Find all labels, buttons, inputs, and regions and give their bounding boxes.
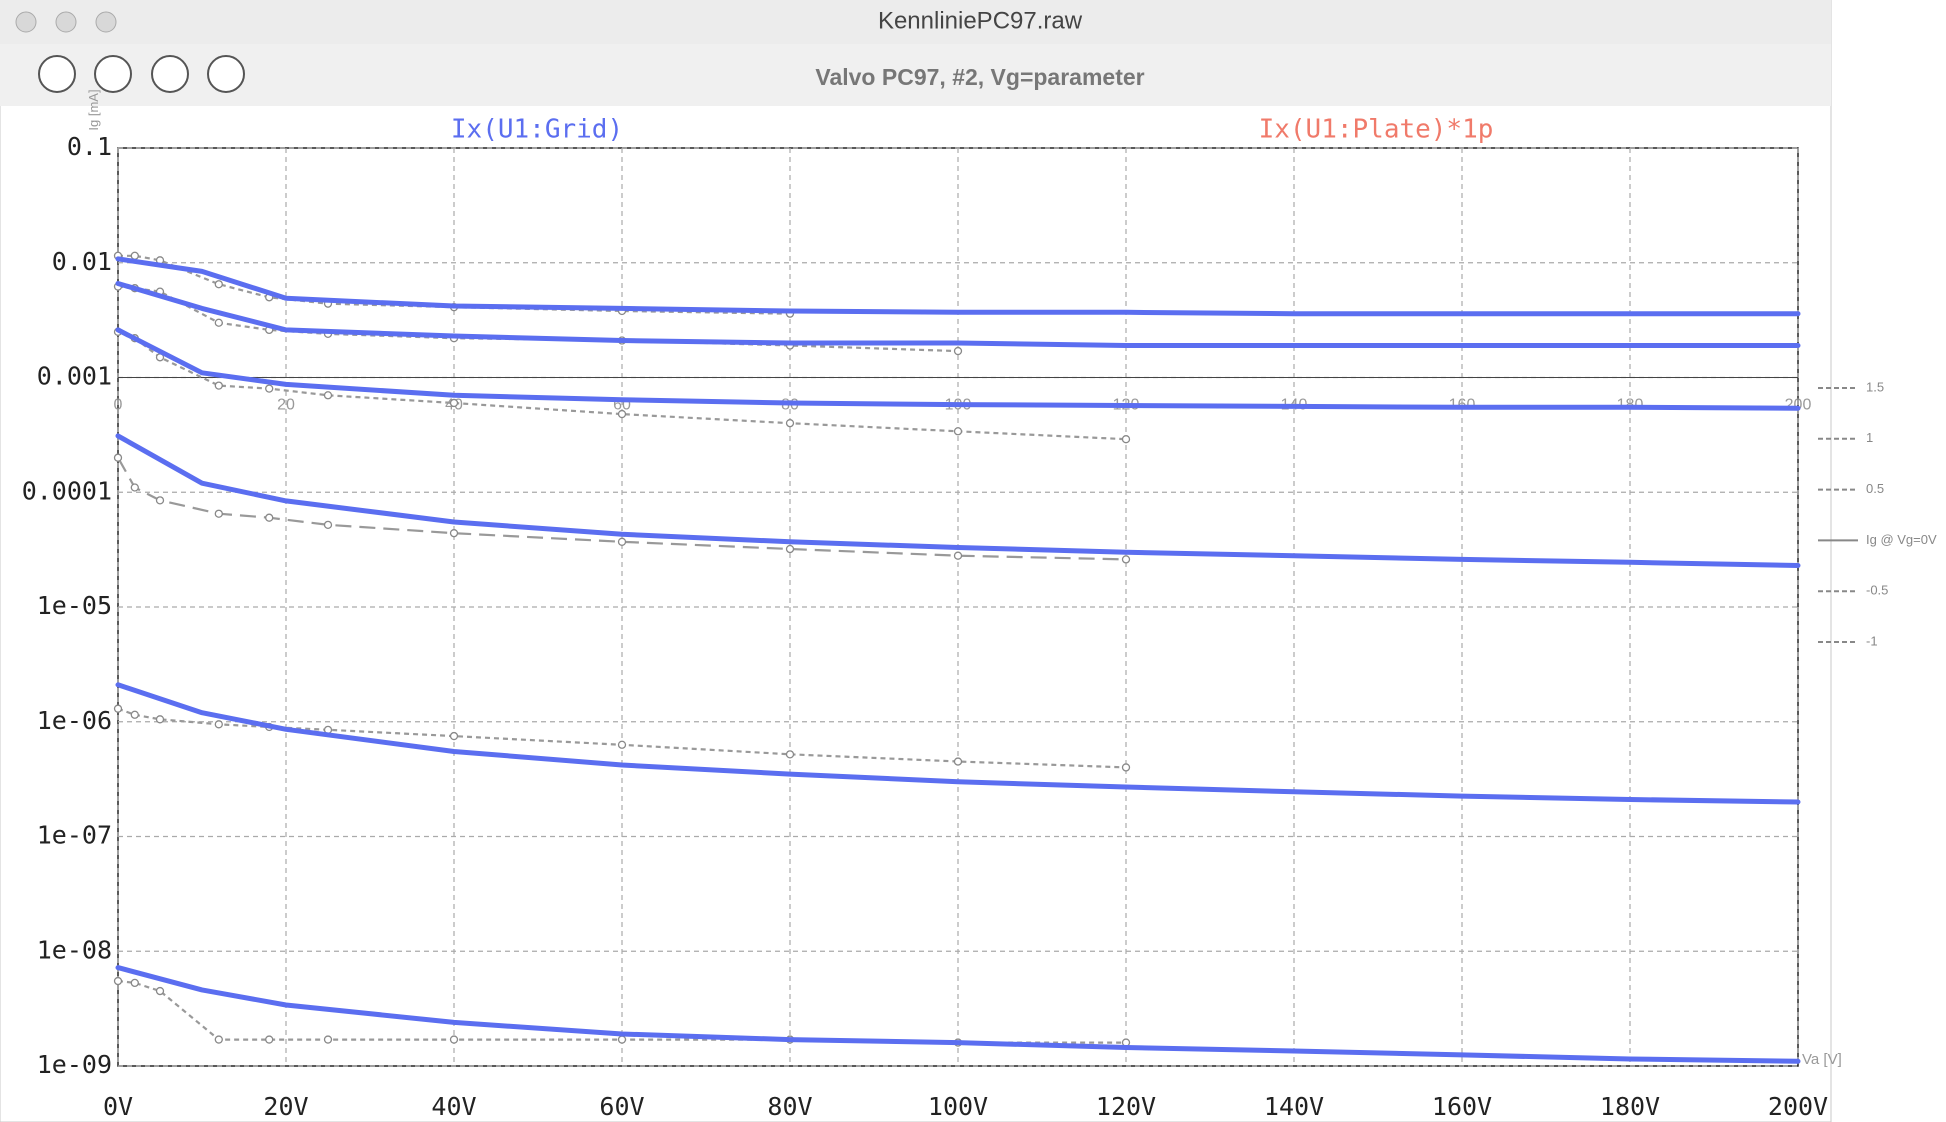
measured-point (953, 551, 963, 560)
measured-point (1121, 763, 1131, 772)
measured-line (117, 330, 1127, 441)
measured-point (617, 537, 627, 546)
measured-point (113, 704, 123, 713)
measured-point (155, 986, 165, 996)
toolbar-zoom-out[interactable] (38, 55, 76, 93)
overlay-tick-label: 20 (277, 397, 295, 414)
y-tick-label: 0.0001 (22, 476, 112, 505)
trace-label: Ix(U1:Plate)*1p (1259, 115, 1494, 145)
toolbar-tools[interactable] (207, 55, 245, 93)
measured-point (113, 976, 123, 986)
overlay-tick-label: 200 (1785, 397, 1812, 414)
window-title: KennliniePC97.raw (878, 7, 1083, 34)
measured-point (1121, 555, 1131, 564)
measured-point (617, 1035, 627, 1044)
y-tick-label: 1e-09 (37, 1050, 112, 1079)
measured-point (214, 509, 223, 518)
legend-label: -0.5 (1866, 583, 1888, 598)
measured-point (323, 520, 333, 529)
x-tick-label: 80V (767, 1092, 812, 1121)
trace-line (115, 965, 1801, 1064)
measured-point (953, 346, 963, 356)
legend-label: 1.5 (1866, 379, 1884, 394)
y-tick-label: 1e-08 (37, 935, 112, 964)
measured-point (214, 381, 223, 390)
title-bar (0, 0, 1831, 44)
measured-point (953, 757, 963, 766)
measured-point (1121, 435, 1131, 444)
toolbar-autorange[interactable] (94, 55, 132, 93)
x-tick-label: 200V (1768, 1092, 1828, 1121)
legend-label: Ig @ Vg=0V (1866, 532, 1937, 547)
x-tick-label: 120V (1096, 1092, 1156, 1121)
measured-point (265, 513, 274, 522)
toolbar (0, 44, 1831, 106)
legend-label: 0.5 (1866, 481, 1884, 496)
minimize-button[interactable] (55, 11, 77, 33)
x-tick-label: 100V (928, 1092, 988, 1121)
trace-line (115, 256, 1801, 317)
measured-point (130, 978, 139, 988)
measured-point (617, 409, 627, 419)
measured-point (323, 1035, 333, 1044)
measured-point (953, 427, 963, 436)
trace-line (115, 682, 1801, 805)
measured-point (323, 391, 333, 400)
x-tick-label: 40V (431, 1092, 476, 1121)
measured-point (449, 1035, 459, 1044)
trace-line (115, 281, 1801, 348)
x-tick-label: 160V (1432, 1092, 1492, 1121)
trace-line (115, 433, 1801, 568)
measured-point (785, 419, 795, 428)
measured-point (130, 251, 139, 260)
overlay-y-label: Ig [mA] (86, 89, 101, 130)
y-tick-label: 1e-07 (37, 821, 112, 850)
measured-point (155, 715, 165, 724)
measured-point (785, 544, 795, 554)
measured-point (449, 529, 459, 538)
toolbar-back[interactable] (151, 55, 189, 93)
measured-point (265, 384, 274, 393)
overlay-tick-label: 0 (114, 397, 123, 414)
measured-point (449, 731, 459, 741)
measured-point (130, 483, 139, 492)
measured-point (214, 318, 223, 327)
measured-point (214, 1035, 223, 1044)
measured-point (449, 398, 459, 408)
legend-label: -1 (1866, 633, 1878, 648)
measured-point (130, 710, 139, 719)
plot-title: Valvo PC97, #2, Vg=parameter (815, 64, 1144, 90)
zoom-button[interactable] (95, 11, 117, 33)
measured-point (214, 280, 223, 289)
legend-label: 1 (1866, 430, 1873, 445)
x-tick-label: 180V (1600, 1092, 1660, 1121)
y-tick-label: 0.001 (37, 362, 112, 391)
y-tick-label: 0.1 (67, 132, 112, 161)
x-tick-label: 0V (103, 1092, 133, 1121)
measured-point (113, 453, 123, 462)
trace-label: Ix(U1:Grid) (451, 115, 623, 145)
measured-point (785, 750, 795, 759)
measured-point (214, 720, 223, 729)
x-tick-label: 60V (599, 1092, 644, 1121)
y-tick-label: 0.01 (52, 247, 112, 276)
overlay-x-label: Va [V] (1802, 1051, 1842, 1068)
measured-point (617, 740, 627, 749)
y-tick-label: 1e-06 (37, 706, 112, 735)
x-tick-label: 20V (263, 1092, 308, 1121)
measured-point (155, 496, 165, 505)
close-button[interactable] (15, 11, 37, 33)
x-tick-label: 140V (1264, 1092, 1324, 1121)
measured-line (117, 457, 1127, 561)
measured-point (265, 1035, 274, 1044)
trace-line (115, 327, 1801, 411)
y-tick-label: 1e-05 (37, 591, 112, 620)
